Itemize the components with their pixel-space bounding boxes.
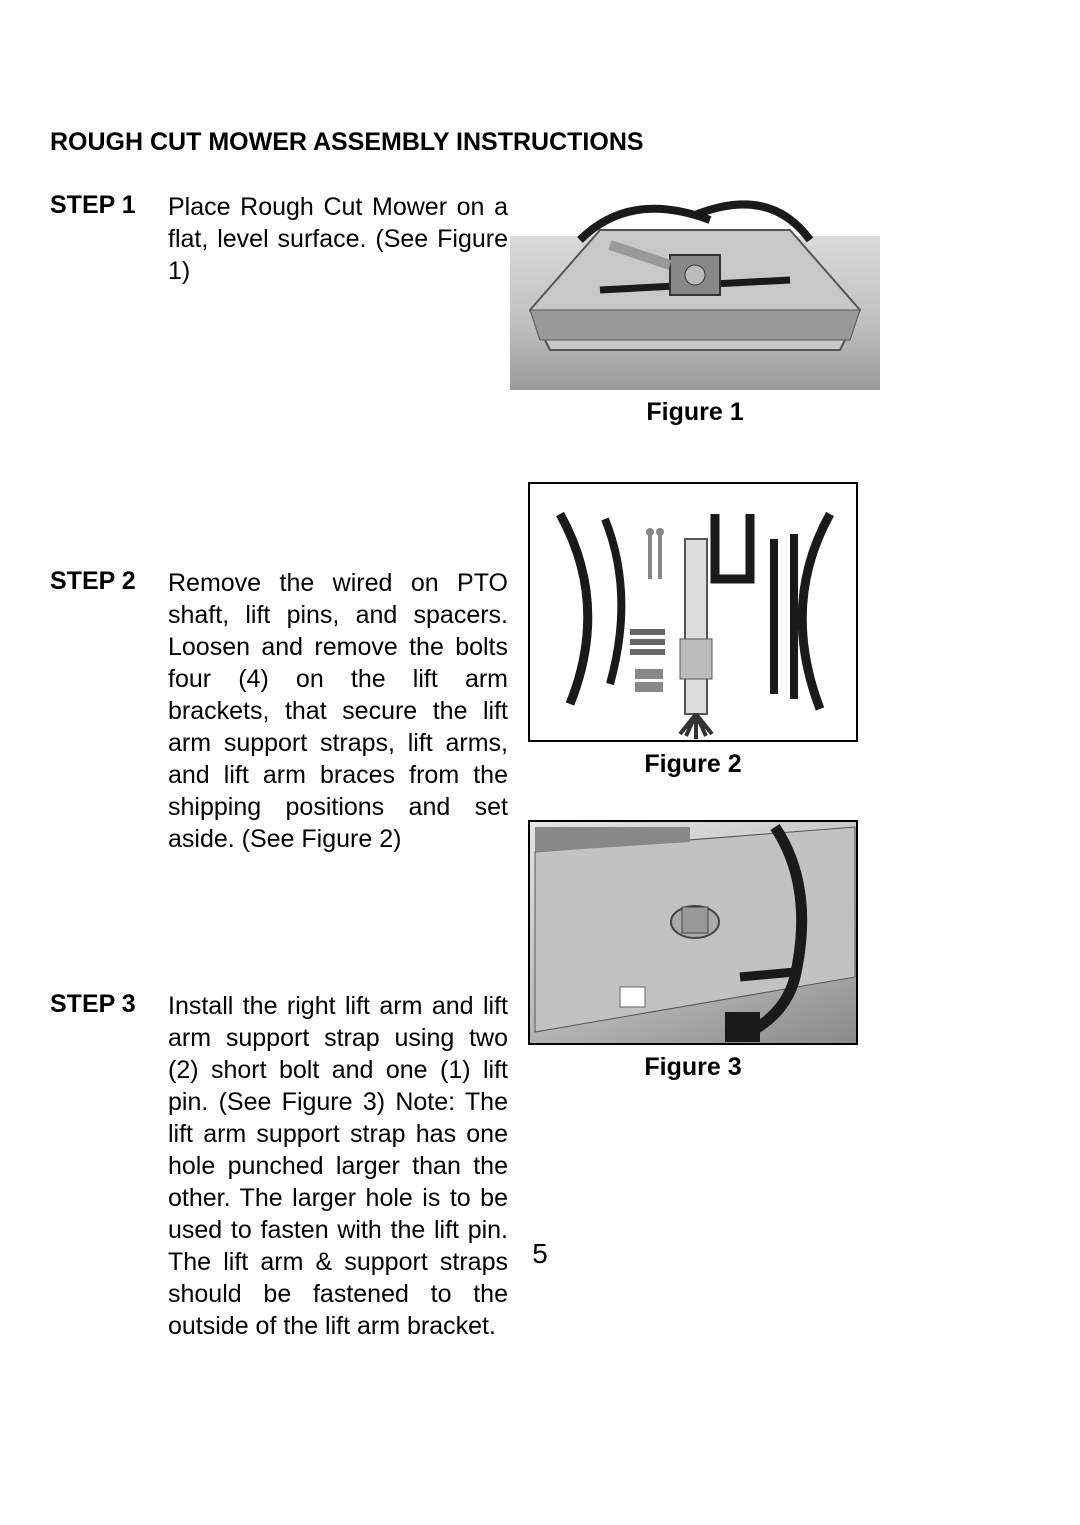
step-2-text: Remove the wired on PTO shaft, lift pins…: [168, 567, 508, 855]
page-title: ROUGH CUT MOWER ASSEMBLY INSTRUCTIONS: [50, 128, 1030, 157]
step-1-label: STEP 1: [50, 191, 168, 220]
figure-1: Figure 1: [510, 170, 880, 427]
step-1-text: Place Rough Cut Mower on a flat, level s…: [168, 191, 508, 287]
figure-3-image: [528, 820, 858, 1045]
step-3-label: STEP 3: [50, 990, 168, 1019]
page-number: 5: [0, 1238, 1080, 1270]
figure-3: Figure 3: [528, 820, 858, 1082]
figure-2-caption: Figure 2: [528, 750, 858, 779]
figure-1-caption: Figure 1: [510, 398, 880, 427]
figure-2: Figure 2: [528, 482, 858, 779]
figure-3-caption: Figure 3: [528, 1053, 858, 1082]
figure-2-image: [528, 482, 858, 742]
step-2-label: STEP 2: [50, 567, 168, 596]
step-3-text: Install the right lift arm and lift arm …: [168, 990, 508, 1342]
figure-1-image: [510, 170, 880, 390]
